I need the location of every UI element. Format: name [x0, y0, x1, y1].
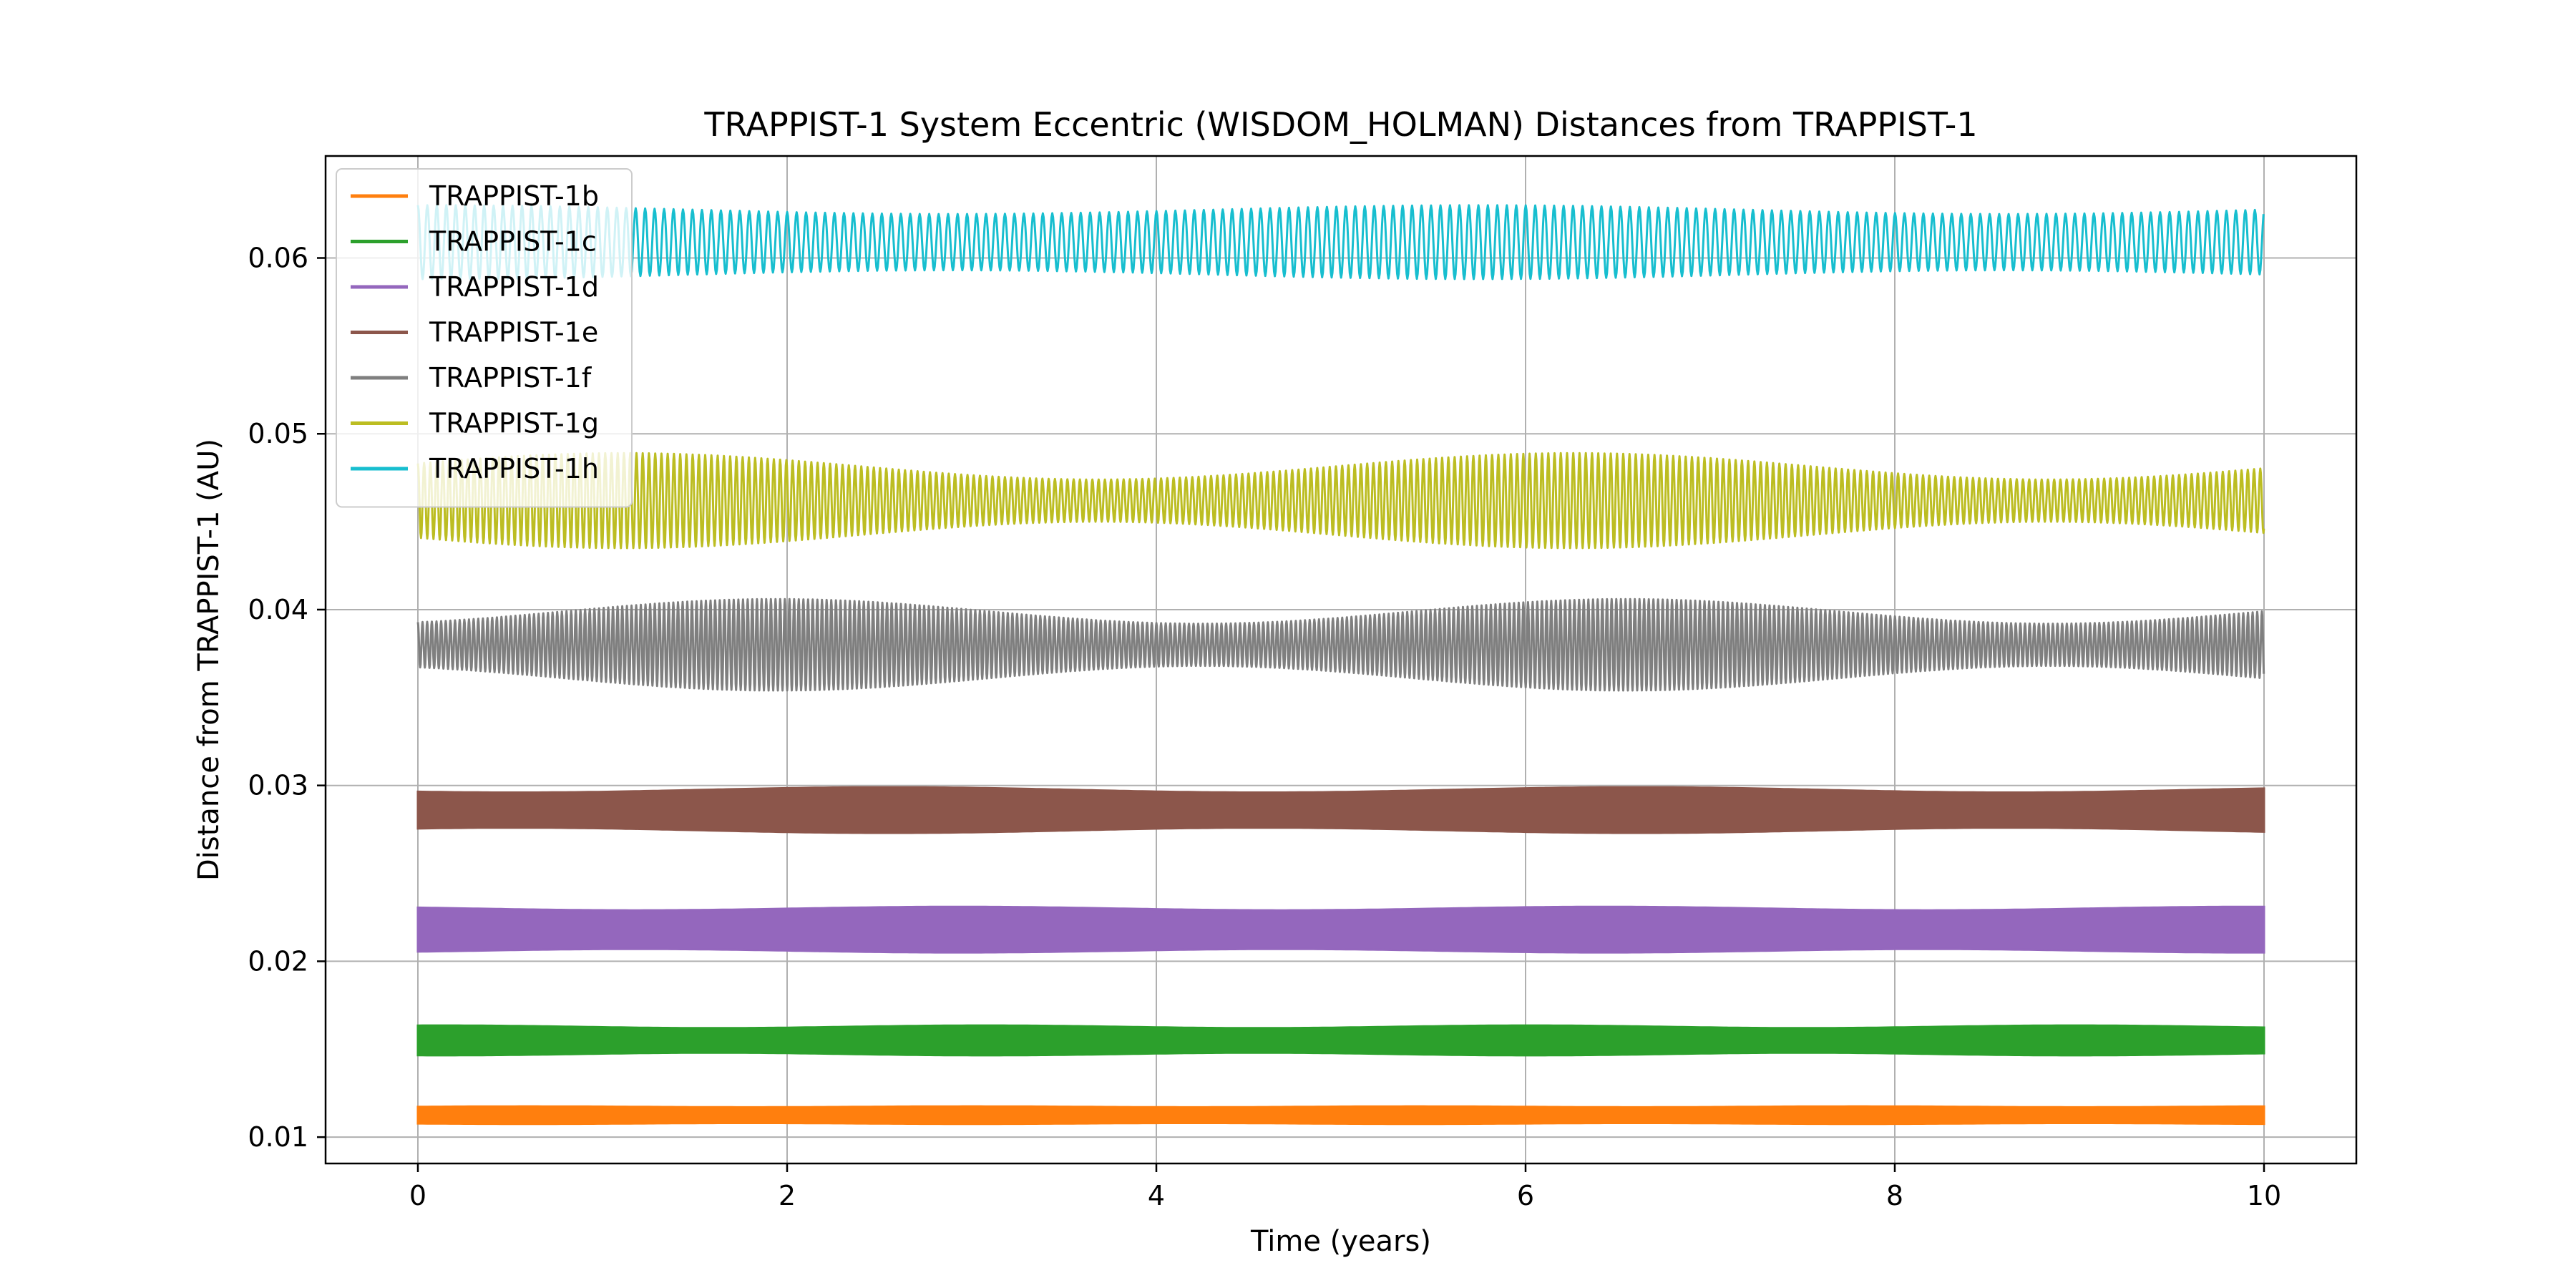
series-line-trappist-1g — [416, 452, 2265, 550]
legend-item-trappist-1e: TRAPPIST-1e — [351, 317, 598, 348]
legend-label: TRAPPIST-1d — [429, 271, 599, 303]
legend-item-trappist-1b: TRAPPIST-1b — [351, 180, 599, 212]
legend-label: TRAPPIST-1e — [429, 317, 598, 348]
series-line-trappist-1b — [416, 1105, 2265, 1126]
series-line-trappist-1e — [416, 786, 2265, 834]
y-tick-label: 0.01 — [248, 1121, 308, 1153]
legend-item-trappist-1d: TRAPPIST-1d — [351, 271, 599, 303]
x-axis: 0 2 4 6 8 10 — [409, 1163, 2281, 1211]
series-line-trappist-1f — [416, 597, 2265, 692]
y-axis-title: Distance from TRAPPIST-1 (AU) — [192, 439, 225, 881]
x-tick-label: 10 — [2247, 1180, 2281, 1211]
chart-title: TRAPPIST-1 System Eccentric (WISDOM_HOLM… — [703, 105, 1977, 144]
x-axis-title: Time (years) — [1250, 1225, 1431, 1258]
x-tick-label: 0 — [409, 1180, 426, 1211]
series-trappist-1e — [416, 786, 2265, 834]
x-tick-label: 4 — [1148, 1180, 1165, 1211]
y-tick-label: 0.06 — [248, 243, 308, 274]
y-tick-label: 0.05 — [248, 418, 308, 449]
legend-item-trappist-1c: TRAPPIST-1c — [351, 226, 597, 258]
y-tick-label: 0.04 — [248, 594, 308, 625]
legend-label: TRAPPIST-1c — [429, 226, 597, 258]
legend-label: TRAPPIST-1g — [429, 408, 599, 439]
legend-label: TRAPPIST-1b — [429, 180, 599, 212]
grid — [326, 156, 2356, 1163]
series-trappist-1c — [416, 1024, 2265, 1057]
y-tick-label: 0.03 — [248, 770, 308, 801]
legend-item-trappist-1h: TRAPPIST-1h — [351, 453, 599, 484]
plot-frame — [324, 155, 2358, 1165]
y-tick-label: 0.02 — [248, 945, 308, 977]
series-trappist-1h — [416, 204, 2265, 280]
x-tick-label: 6 — [1517, 1180, 1534, 1211]
legend-label: TRAPPIST-1f — [429, 362, 592, 394]
series-trappist-1f — [416, 597, 2265, 692]
series-trappist-1g — [416, 452, 2265, 550]
y-axis: 0.01 0.02 0.03 0.04 0.05 0.06 — [248, 243, 326, 1153]
legend-box — [336, 168, 633, 508]
x-tick-label: 8 — [1886, 1180, 1903, 1211]
legend-label: TRAPPIST-1h — [429, 453, 599, 484]
series-line-trappist-1h — [416, 204, 2265, 280]
legend-item-trappist-1f: TRAPPIST-1f — [351, 362, 592, 394]
legend: TRAPPIST-1b TRAPPIST-1c TRAPPIST-1d TRAPPIS… — [336, 168, 633, 508]
legend-item-trappist-1g: TRAPPIST-1g — [351, 408, 599, 439]
x-tick-label: 2 — [779, 1180, 796, 1211]
series-line-trappist-1c — [416, 1024, 2265, 1057]
series-trappist-1b — [416, 1105, 2265, 1126]
series-layer — [416, 204, 2265, 1126]
series-trappist-1d — [416, 905, 2265, 954]
series-line-trappist-1d — [416, 905, 2265, 954]
